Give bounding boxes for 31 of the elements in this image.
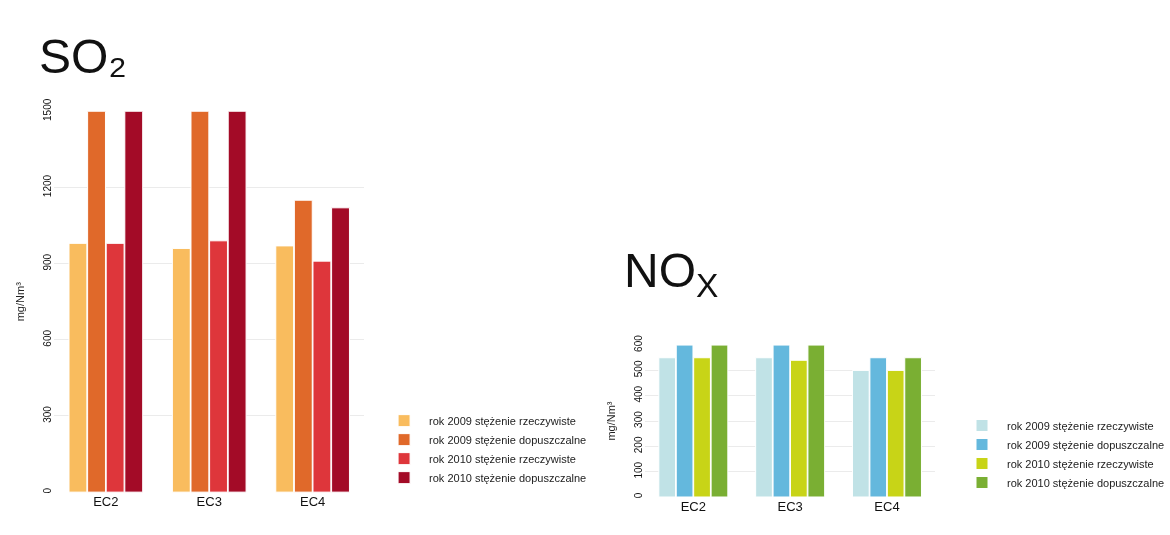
y-tick-label: 200: [632, 436, 644, 454]
y-tick-label: 500: [632, 360, 644, 378]
y-tick-label: 600: [632, 334, 644, 352]
y-tick-label: 600: [42, 329, 54, 347]
chart-title: NO$_{X}$: [624, 244, 719, 305]
legend-label: rok 2009 stężenie dopuszczalne: [429, 433, 587, 446]
x-tick-label: EC2: [680, 498, 706, 514]
legend-label: rok 2009 stężenie rzeczywiste: [1007, 419, 1154, 432]
y-tick-label: 300: [632, 410, 644, 428]
legend-label: rok 2010 stężenie rzeczywiste: [1007, 457, 1154, 470]
x-tick-label: EC3: [196, 494, 222, 510]
y-tick-label: 1500: [42, 98, 54, 121]
y-tick-label: 1200: [42, 174, 54, 198]
y-tick-label: 900: [42, 253, 54, 271]
legend-label: rok 2010 stężenie rzeczywiste: [429, 452, 576, 465]
x-tick-label: EC3: [777, 498, 803, 514]
legend-label: rok 2010 stężenie dopuszczalne: [1007, 476, 1165, 489]
x-tick-label: EC2: [93, 494, 119, 510]
legend-label: rok 2009 stężenie dopuszczalne: [1007, 438, 1165, 451]
legend-label: rok 2010 stężenie dopuszczalne: [429, 471, 587, 484]
y-tick-label: 0: [42, 487, 54, 494]
y-tick-label: 400: [632, 385, 644, 403]
y-axis-title: mg/Nm³: [13, 281, 26, 322]
y-tick-label: 0: [632, 492, 644, 499]
y-tick-label: 100: [632, 461, 644, 479]
y-tick-label: 300: [42, 405, 54, 423]
x-tick-label: EC4: [299, 494, 326, 510]
chart-title: SO₂: [39, 30, 127, 83]
x-tick-label: EC4: [874, 498, 900, 514]
legend-label: rok 2009 stężenie rzeczywiste: [429, 414, 576, 427]
y-axis-title: mg/Nm³: [604, 401, 617, 441]
